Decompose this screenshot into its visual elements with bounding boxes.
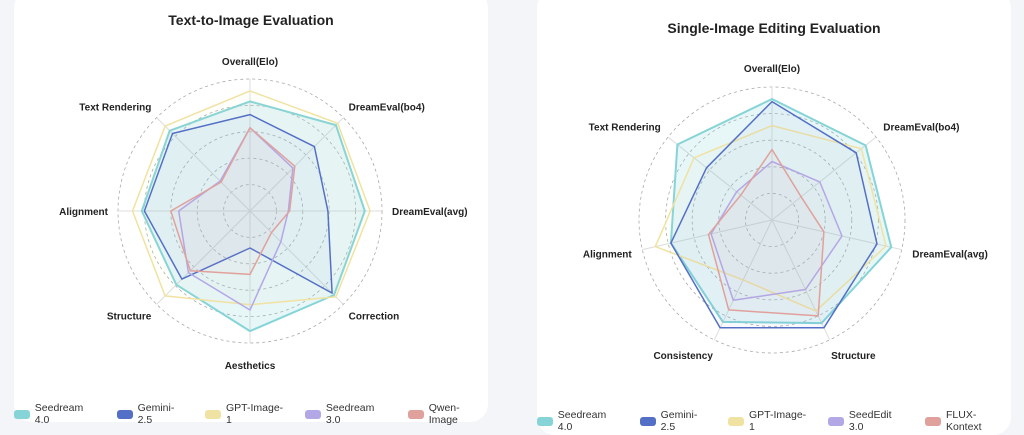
axis-label-dreameval-avg: DreamEval(avg): [912, 249, 988, 260]
series-gemini-2-5: [143, 113, 333, 294]
chart-title: Single-Image Editing Evaluation: [667, 20, 881, 36]
grid-ring: [691, 139, 853, 301]
single-image-editing-card: Single-Image Editing Evaluation Overall(…: [537, 0, 1011, 435]
axis-label-correction: Correction: [349, 312, 400, 323]
axis-label-overall-elo: Overall(Elo): [222, 57, 278, 68]
axis-line: [156, 210, 251, 305]
axis-label-dreameval-avg: DreamEval(avg): [392, 207, 468, 218]
axis-line: [771, 219, 831, 341]
series-seedream-4-0: [669, 98, 893, 325]
axis-line: [771, 136, 877, 221]
legend-label: Gemini-2.5: [660, 409, 698, 433]
axis-label-text-rendering: Text Rendering: [589, 122, 661, 133]
legend-item-gpt-image-1[interactable]: GPT-Image-1: [205, 402, 288, 426]
legend-label: Seedream 4.0: [34, 402, 84, 426]
axis-label-text-rendering: Text Rendering: [79, 102, 151, 113]
legend-label: GPT-Image-1: [226, 402, 284, 426]
series-gpt-image-1: [654, 124, 887, 312]
axis-label-dreameval-bo4: DreamEval(bo4): [883, 122, 959, 133]
series-seedream-4-0: [140, 100, 366, 333]
legend-swatch: [407, 409, 424, 419]
legend-swatch: [828, 416, 844, 426]
legend-label: SeedEdit 3.0: [848, 409, 892, 433]
legend-swatch: [537, 416, 553, 426]
text-to-image-card: Text-to-Image Evaluation Overall(Elo) Dre…: [14, 0, 488, 426]
series-qwen-image: [170, 127, 296, 276]
legend-label: Seedream 3.0: [325, 402, 375, 426]
legend-swatch: [305, 409, 321, 419]
legend-item-flux-kontext[interactable]: FLUX-Kontext: [925, 409, 1011, 433]
legend-swatch: [639, 416, 656, 426]
legend-item-seedream-4-0[interactable]: Seedream 4.0: [14, 402, 100, 426]
axis-line: [771, 219, 902, 251]
series-gemini-2-5: [670, 100, 878, 329]
axis-label-alignment: Alignment: [59, 207, 109, 218]
legend-item-seedream-3-0[interactable]: Seedream 3.0: [305, 402, 391, 426]
legend-item-gpt-image-1[interactable]: GPT-Image-1: [728, 409, 811, 433]
legend: Seedream 4.0 Gemini-2.5 GPT-Image-1 SeedEdi…: [537, 409, 1011, 433]
axis-line: [249, 210, 344, 305]
axis-label-consistency: Consistency: [653, 351, 713, 362]
axis-label-overall-elo: Overall(Elo): [744, 64, 800, 75]
legend-item-gemini-2-5[interactable]: Gemini-2.5: [116, 402, 188, 426]
series-seededit-3-0: [710, 160, 843, 302]
legend-label: GPT-Image-1: [749, 409, 807, 433]
axis-label-structure: Structure: [831, 351, 876, 362]
axis-label-dreameval-bo4: DreamEval(bo4): [349, 102, 425, 113]
legend-swatch: [205, 409, 221, 419]
legend-item-seededit-3-0[interactable]: SeedEdit 3.0: [828, 409, 908, 433]
legend-label: Qwen-Image: [428, 402, 460, 426]
chart-title: Text-to-Image Evaluation: [168, 12, 334, 28]
legend-item-gemini-2-5[interactable]: Gemini-2.5: [639, 409, 711, 433]
legend-swatch: [14, 409, 30, 419]
legend-item-qwen-image[interactable]: Qwen-Image: [407, 402, 488, 426]
grid-ring: [718, 166, 826, 274]
legend-label: Gemini-2.5: [137, 402, 175, 426]
legend-label: FLUX-Kontext: [945, 409, 982, 433]
grid-ring: [744, 192, 799, 247]
legend-swatch: [925, 416, 941, 426]
axis-line: [642, 219, 773, 251]
axis-label-aesthetics: Aesthetics: [225, 361, 276, 372]
legend: Seedream 4.0 Gemini-2.5 GPT-Image-1 Seedrea…: [14, 402, 488, 426]
legend-swatch: [116, 409, 133, 419]
axis-label-structure: Structure: [107, 312, 152, 323]
legend-item-seedream-4-0[interactable]: Seedream 4.0: [537, 409, 623, 433]
legend-swatch: [728, 416, 744, 426]
legend-label: Seedream 4.0: [557, 409, 607, 433]
text-to-image-radar: Overall(Elo) DreamEval(bo4) DreamEval(avg)…: [59, 57, 468, 372]
single-image-editing-radar: Overall(Elo) DreamEval(bo4) DreamEval(avg)…: [583, 64, 988, 362]
axis-label-alignment: Alignment: [583, 249, 633, 260]
axis-line: [249, 117, 344, 212]
axis-line: [667, 136, 773, 221]
series-flux-kontext: [707, 148, 825, 317]
